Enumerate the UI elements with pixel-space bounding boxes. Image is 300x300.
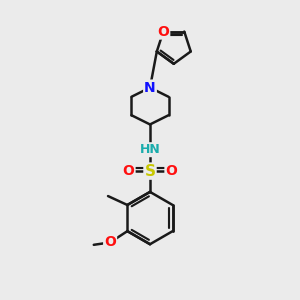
Text: O: O bbox=[166, 164, 177, 178]
Text: HN: HN bbox=[140, 143, 160, 156]
Text: S: S bbox=[145, 164, 155, 178]
Text: O: O bbox=[158, 25, 169, 38]
Text: O: O bbox=[104, 236, 116, 249]
Text: N: N bbox=[144, 81, 156, 94]
Text: O: O bbox=[123, 164, 134, 178]
